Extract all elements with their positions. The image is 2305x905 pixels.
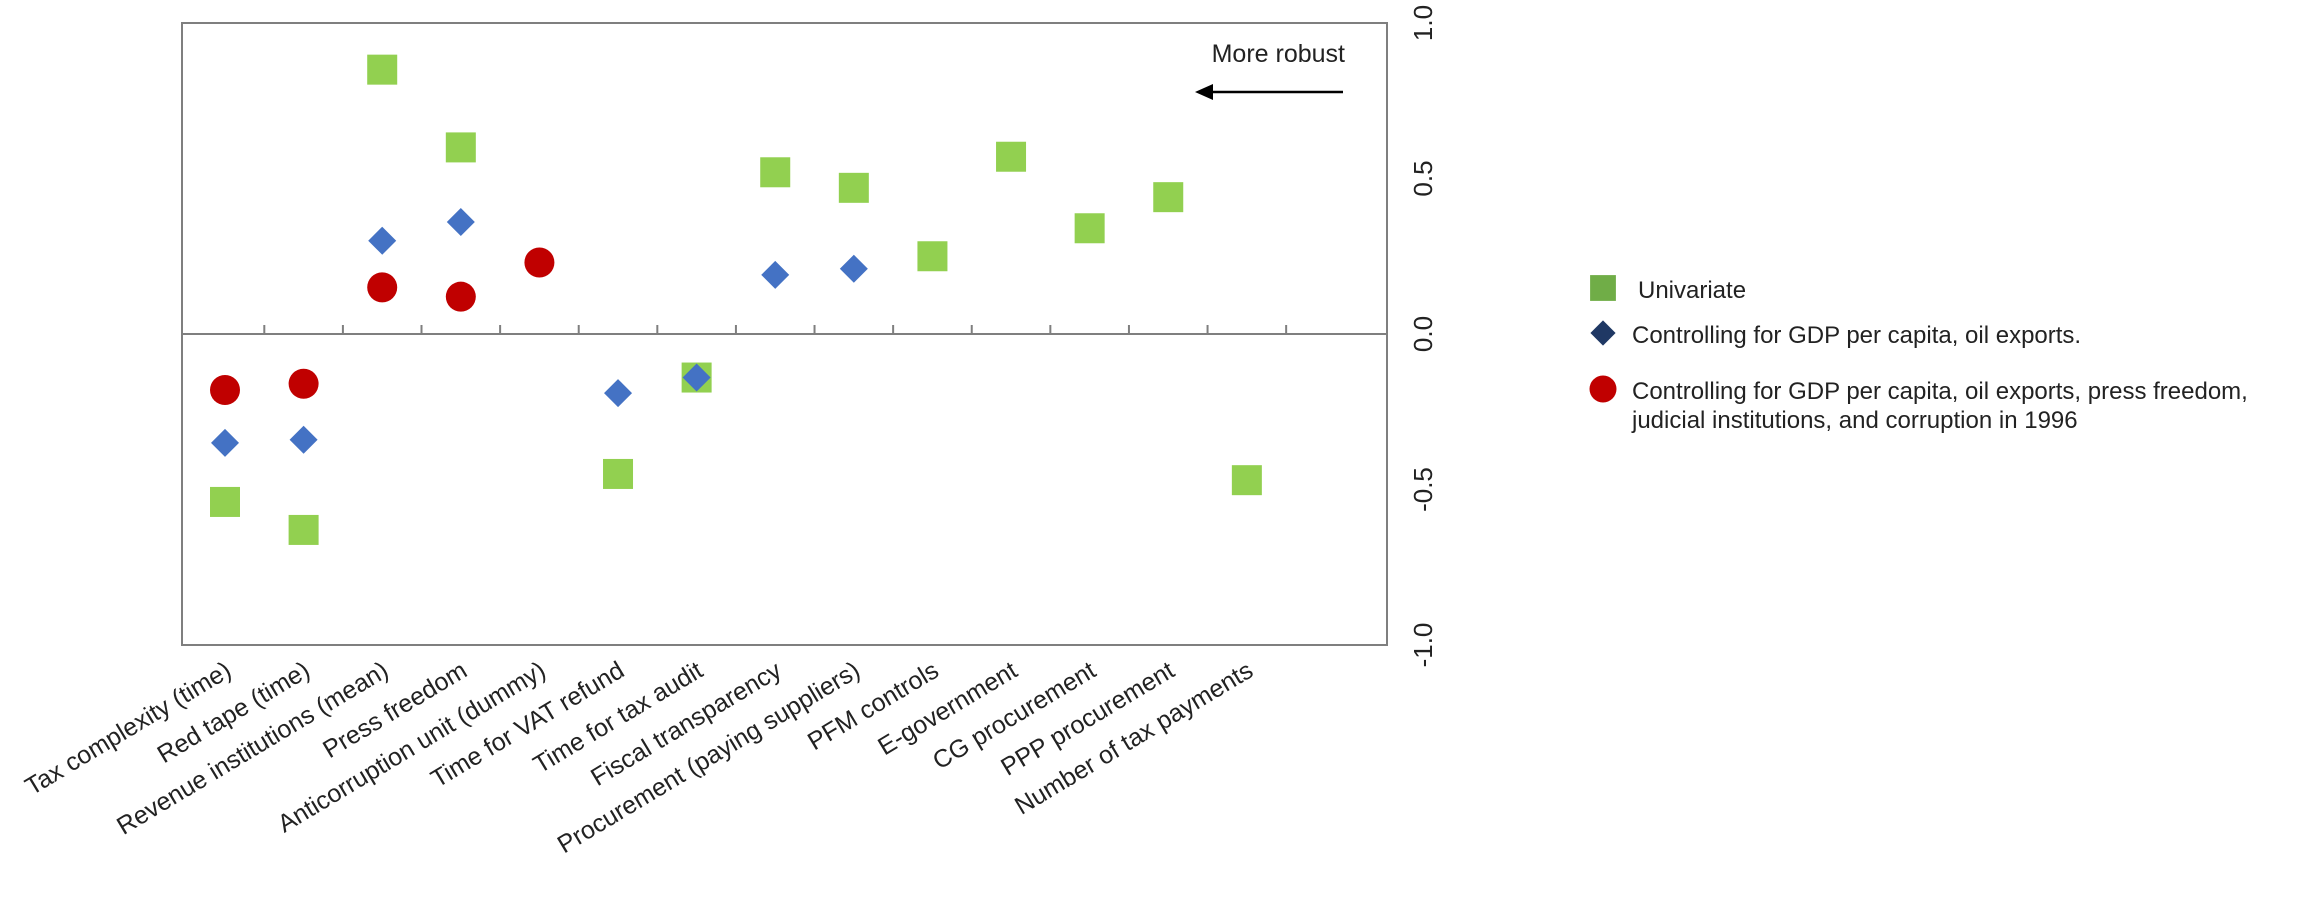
legend: Univariate Controlling for GDP per capita… bbox=[1589, 275, 2248, 434]
legend-marker-diamond bbox=[1590, 320, 1616, 346]
data-point-square bbox=[367, 54, 398, 85]
data-point-square bbox=[288, 514, 319, 545]
y-tick-label: 1.0 bbox=[1408, 5, 1438, 41]
data-point-circle bbox=[367, 272, 398, 303]
annotation-text: More robust bbox=[1212, 40, 1345, 68]
data-point-circle bbox=[288, 368, 319, 399]
data-point-square bbox=[1153, 182, 1184, 213]
data-point-circle bbox=[524, 247, 555, 278]
data-point-diamond bbox=[839, 254, 868, 283]
data-point-square bbox=[1074, 213, 1105, 244]
legend-label: Controlling for GDP per capita, oil expo… bbox=[1632, 322, 2081, 349]
annotation-arrowhead bbox=[1195, 84, 1213, 100]
data-point-square bbox=[210, 486, 240, 517]
data-point-square bbox=[760, 157, 791, 188]
legend-label: Univariate bbox=[1638, 277, 1746, 304]
data-point-square bbox=[917, 241, 948, 272]
data-point-square bbox=[996, 141, 1027, 172]
y-tick-label: 0.0 bbox=[1408, 316, 1438, 352]
data-point-circle bbox=[445, 281, 476, 312]
x-tick-marks bbox=[263, 325, 1288, 334]
annotation: More robust bbox=[1195, 40, 1345, 100]
data-point-square bbox=[603, 458, 634, 489]
data-point-diamond bbox=[446, 208, 475, 237]
data-markers bbox=[210, 54, 1262, 545]
y-axis-tick-labels: 1.0 0.5 0.0 -0.5 -1.0 bbox=[1408, 5, 1438, 667]
data-point-circle bbox=[210, 374, 240, 405]
data-point-diamond bbox=[368, 226, 397, 255]
legend-label: judicial institutions, and corruption in… bbox=[1631, 407, 2078, 434]
data-point-diamond bbox=[211, 428, 239, 457]
data-point-diamond bbox=[682, 363, 711, 392]
x-axis-tick-labels: Tax complexity (time)Red tape (time)Reve… bbox=[20, 656, 1258, 859]
data-point-square bbox=[838, 172, 869, 203]
data-point-diamond bbox=[289, 425, 318, 454]
legend-marker-circle bbox=[1589, 375, 1617, 403]
data-point-diamond bbox=[604, 379, 633, 408]
legend-label: Controlling for GDP per capita, oil expo… bbox=[1632, 378, 2248, 405]
y-tick-label: -1.0 bbox=[1408, 623, 1438, 668]
data-point-square bbox=[1231, 465, 1262, 496]
data-point-square bbox=[445, 132, 476, 163]
data-point-diamond bbox=[761, 260, 790, 289]
y-tick-label: -0.5 bbox=[1408, 467, 1438, 512]
legend-marker-square bbox=[1590, 275, 1616, 301]
y-tick-label: 0.5 bbox=[1408, 160, 1438, 196]
